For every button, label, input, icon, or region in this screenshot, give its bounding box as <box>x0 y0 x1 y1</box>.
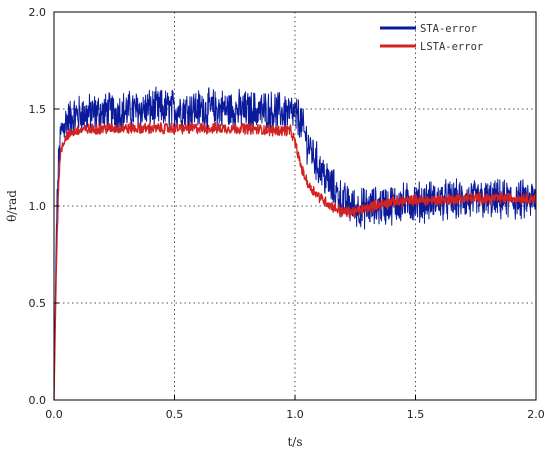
y-tick-label: 1.0 <box>29 200 47 213</box>
x-tick-label: 1.0 <box>286 408 304 421</box>
y-axis-title: θ/rad <box>5 190 19 222</box>
legend-label: LSTA-error <box>420 41 483 53</box>
series-group <box>53 86 537 401</box>
legend: STA-error LSTA-error <box>380 23 483 53</box>
series-line-2 <box>53 121 537 401</box>
x-axis-title: t/s <box>287 435 302 449</box>
x-tick-label: 2.0 <box>527 408 545 421</box>
x-tick-label: 0.0 <box>45 408 63 421</box>
y-tick-label: 0.0 <box>29 394 47 407</box>
x-tick-label: 1.5 <box>407 408 425 421</box>
ticks: 0.0 0.5 1.0 1.5 2.0 0.0 0.5 1.0 1.5 2.0 <box>29 6 545 421</box>
y-tick-label: 2.0 <box>29 6 47 19</box>
legend-label: STA-error <box>420 23 477 35</box>
y-tick-label: 0.5 <box>29 297 47 310</box>
y-tick-label: 1.5 <box>29 103 47 116</box>
x-tick-label: 0.5 <box>166 408 184 421</box>
